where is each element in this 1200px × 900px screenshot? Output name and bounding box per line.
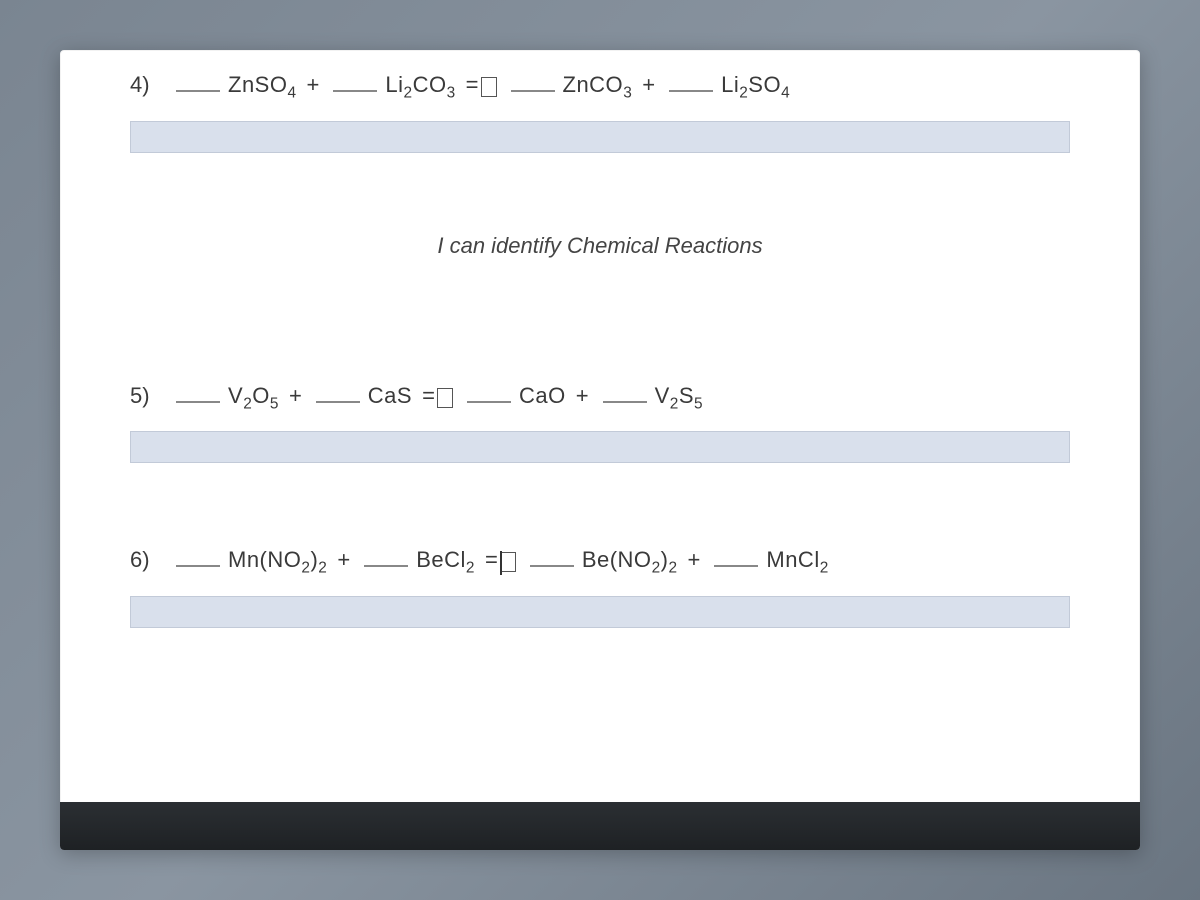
chemical-formula: ZnSO4 (228, 72, 297, 102)
chemical-formula: MnCl2 (766, 547, 828, 577)
coefficient-blank[interactable] (714, 543, 758, 567)
coefficient-blank[interactable] (530, 543, 574, 567)
plus-sign: + (337, 547, 350, 573)
worksheet-sheet: 4) ZnSO4 + Li2CO3 = ZnCO3 + Li2SO4 I can ident… (60, 50, 1140, 850)
chemical-formula: V2S5 (655, 383, 704, 413)
question-6: 6) Mn(NO2)2 + BeCl2 = Be(NO2)2 + MnCl2 (130, 543, 1070, 628)
question-number: 5) (130, 383, 170, 409)
yields-symbol: = (485, 547, 516, 573)
plus-sign: + (289, 383, 302, 409)
chemical-formula: CaO (519, 383, 566, 409)
equation-cursor-box[interactable] (500, 552, 516, 572)
question-6-row: 6) Mn(NO2)2 + BeCl2 = Be(NO2)2 + MnCl2 (130, 543, 1070, 578)
equation-cursor-box[interactable] (437, 388, 453, 408)
section-heading: I can identify Chemical Reactions (130, 233, 1070, 259)
question-4-row: 4) ZnSO4 + Li2CO3 = ZnCO3 + Li2SO4 (130, 68, 1070, 103)
equation-4: ZnSO4 + Li2CO3 = ZnCO3 + Li2SO4 (172, 68, 790, 103)
question-number: 4) (130, 72, 170, 98)
answer-input-5[interactable] (130, 431, 1070, 463)
spacer (130, 483, 1070, 543)
plus-sign: + (307, 72, 320, 98)
answer-input-6[interactable] (130, 596, 1070, 628)
chemical-formula: Li2SO4 (721, 72, 790, 102)
question-4: 4) ZnSO4 + Li2CO3 = ZnCO3 + Li2SO4 (130, 68, 1070, 153)
question-5-row: 5) V2O5 + CaS = CaO + V2S5 (130, 379, 1070, 414)
coefficient-blank[interactable] (316, 379, 360, 403)
coefficient-blank[interactable] (603, 379, 647, 403)
equation-5: V2O5 + CaS = CaO + V2S5 (172, 379, 703, 414)
answer-input-4[interactable] (130, 121, 1070, 153)
coefficient-blank[interactable] (364, 543, 408, 567)
plus-sign: + (642, 72, 655, 98)
chemical-formula: BeCl2 (416, 547, 475, 577)
coefficient-blank[interactable] (467, 379, 511, 403)
plus-sign: + (576, 383, 589, 409)
question-5: 5) V2O5 + CaS = CaO + V2S5 (130, 379, 1070, 464)
coefficient-blank[interactable] (333, 68, 377, 92)
coefficient-blank[interactable] (511, 68, 555, 92)
coefficient-blank[interactable] (176, 543, 220, 567)
chemical-formula: ZnCO3 (563, 72, 633, 102)
chemical-formula: V2O5 (228, 383, 279, 413)
equation-cursor-box[interactable] (481, 77, 497, 97)
yields-symbol: = (422, 383, 453, 409)
equation-6: Mn(NO2)2 + BeCl2 = Be(NO2)2 + MnCl2 (172, 543, 829, 578)
coefficient-blank[interactable] (176, 68, 220, 92)
coefficient-blank[interactable] (669, 68, 713, 92)
chemical-formula: Be(NO2)2 (582, 547, 678, 577)
chemical-formula: Li2CO3 (385, 72, 455, 102)
chemical-formula: Mn(NO2)2 (228, 547, 327, 577)
bottom-toolbar (60, 802, 1140, 850)
yields-symbol: = (466, 72, 497, 98)
plus-sign: + (688, 547, 701, 573)
coefficient-blank[interactable] (176, 379, 220, 403)
chemical-formula: CaS (368, 383, 412, 409)
question-number: 6) (130, 547, 170, 573)
